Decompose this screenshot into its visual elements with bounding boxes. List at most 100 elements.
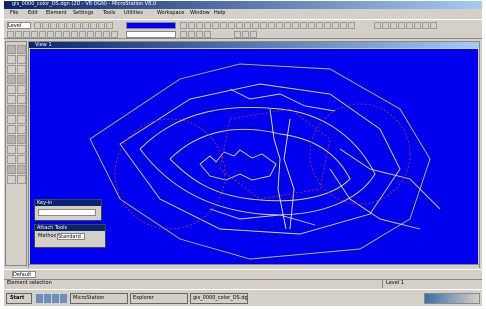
- toolbar-button[interactable]: [79, 31, 86, 38]
- toolbar-button[interactable]: [74, 22, 81, 29]
- menu-item[interactable]: Workspace: [157, 10, 190, 18]
- toolbar-button[interactable]: [422, 22, 429, 29]
- menu-item[interactable]: Edit: [28, 10, 46, 18]
- toolbar-button[interactable]: [95, 31, 102, 38]
- toolbar-button[interactable]: [204, 31, 211, 38]
- task-button[interactable]: Explorer: [130, 293, 188, 304]
- menu-item[interactable]: Element: [46, 10, 73, 18]
- toolbar-button[interactable]: [244, 22, 251, 29]
- palette-tool[interactable]: [7, 135, 16, 144]
- method-combo[interactable]: Standard: [57, 233, 85, 240]
- palette-tool[interactable]: [17, 75, 26, 84]
- keyin-input[interactable]: [38, 209, 96, 216]
- toolbar-button[interactable]: [87, 31, 94, 38]
- palette-tool[interactable]: [17, 55, 26, 64]
- toolbar-button[interactable]: [31, 31, 38, 38]
- menu-item[interactable]: Tools: [103, 10, 124, 18]
- toolbar-button[interactable]: [23, 31, 30, 38]
- toolbar-button[interactable]: [276, 22, 283, 29]
- toolbar-button[interactable]: [15, 31, 22, 38]
- palette-tool[interactable]: [17, 65, 26, 74]
- palette-tool[interactable]: [7, 175, 16, 184]
- toolbar-button[interactable]: [300, 22, 307, 29]
- toolbar-button[interactable]: [382, 22, 389, 29]
- toolbar-button[interactable]: [236, 22, 243, 29]
- toolbar-button[interactable]: [284, 22, 291, 29]
- toolbar-button[interactable]: [252, 22, 259, 29]
- palette-tool[interactable]: [17, 45, 26, 54]
- toolbar-button[interactable]: [406, 22, 413, 29]
- toolbar-button[interactable]: [71, 31, 78, 38]
- toolbar-button[interactable]: [268, 22, 275, 29]
- toolbar-button[interactable]: [42, 22, 49, 29]
- task-button[interactable]: gis_0000_color_DS.dgn: [190, 293, 248, 304]
- quick-launch[interactable]: [60, 294, 67, 303]
- quick-launch[interactable]: [44, 294, 51, 303]
- palette-tool[interactable]: [17, 175, 26, 184]
- toolbar-button[interactable]: [188, 22, 195, 29]
- toolbar-button[interactable]: [55, 31, 62, 38]
- toolbar-button[interactable]: [39, 31, 46, 38]
- quick-launch[interactable]: [36, 294, 43, 303]
- palette-tool[interactable]: [17, 125, 26, 134]
- palette-tool[interactable]: [17, 115, 26, 124]
- toolbar-button[interactable]: [308, 22, 315, 29]
- palette-tool[interactable]: [7, 75, 16, 84]
- toolbar-button[interactable]: [34, 22, 41, 29]
- quick-launch[interactable]: [52, 294, 59, 303]
- toolbar-button[interactable]: [316, 22, 323, 29]
- toolbar-button[interactable]: [90, 22, 97, 29]
- toolbar-button[interactable]: [414, 22, 421, 29]
- toolbar-button[interactable]: [58, 22, 65, 29]
- toolbar-button[interactable]: [292, 22, 299, 29]
- toolbar-button[interactable]: [220, 22, 227, 29]
- palette-tool[interactable]: [7, 55, 16, 64]
- toolbar-button[interactable]: [398, 22, 405, 29]
- task-button[interactable]: MicroStation: [70, 293, 128, 304]
- toolbar-button[interactable]: [340, 22, 347, 29]
- palette-tool[interactable]: [7, 45, 16, 54]
- palette-tool[interactable]: [17, 155, 26, 164]
- menu-item[interactable]: Settings: [73, 10, 103, 18]
- palette-tool[interactable]: [7, 155, 16, 164]
- toolbar-button[interactable]: [47, 31, 54, 38]
- toolbar-button[interactable]: [63, 31, 70, 38]
- toolbar-button[interactable]: [98, 22, 105, 29]
- palette-tool[interactable]: [7, 145, 16, 154]
- toolbar-button[interactable]: [260, 22, 267, 29]
- toolbar-button[interactable]: [82, 22, 89, 29]
- palette-tool[interactable]: [7, 125, 16, 134]
- menu-item[interactable]: Utilities: [124, 10, 157, 18]
- palette-tool[interactable]: [17, 165, 26, 174]
- menu-item[interactable]: Help: [214, 10, 232, 18]
- toolbar-button[interactable]: [204, 22, 211, 29]
- palette-tool[interactable]: [7, 115, 16, 124]
- toolbar-button[interactable]: [180, 31, 187, 38]
- toolbar-button[interactable]: [390, 22, 397, 29]
- palette-tool[interactable]: [7, 105, 16, 114]
- toolbar-button[interactable]: [242, 31, 249, 38]
- palette-tool[interactable]: [17, 95, 26, 104]
- toolbar-button[interactable]: [348, 22, 355, 29]
- toolbar-button[interactable]: [50, 22, 57, 29]
- toolbar-button[interactable]: [228, 22, 235, 29]
- toolbar-button[interactable]: [106, 22, 113, 29]
- toolbar-button[interactable]: [250, 31, 257, 38]
- palette-tool[interactable]: [17, 135, 26, 144]
- toolbar-button[interactable]: [66, 22, 73, 29]
- palette-tool[interactable]: [17, 145, 26, 154]
- toolbar-button[interactable]: [196, 31, 203, 38]
- toolbar-button[interactable]: [430, 22, 437, 29]
- palette-tool[interactable]: [7, 65, 16, 74]
- menu-item[interactable]: Window: [190, 10, 214, 18]
- toolbar-button[interactable]: [196, 22, 203, 29]
- palette-tool[interactable]: [7, 95, 16, 104]
- toolbar-button[interactable]: [374, 22, 381, 29]
- palette-tool[interactable]: [7, 165, 16, 174]
- toolbar-button[interactable]: [188, 31, 195, 38]
- toolbar-button[interactable]: [103, 31, 110, 38]
- toolbar-button[interactable]: [180, 22, 187, 29]
- menu-item[interactable]: File: [10, 10, 28, 18]
- toolbar-button[interactable]: [111, 31, 118, 38]
- toolbar-button[interactable]: [332, 22, 339, 29]
